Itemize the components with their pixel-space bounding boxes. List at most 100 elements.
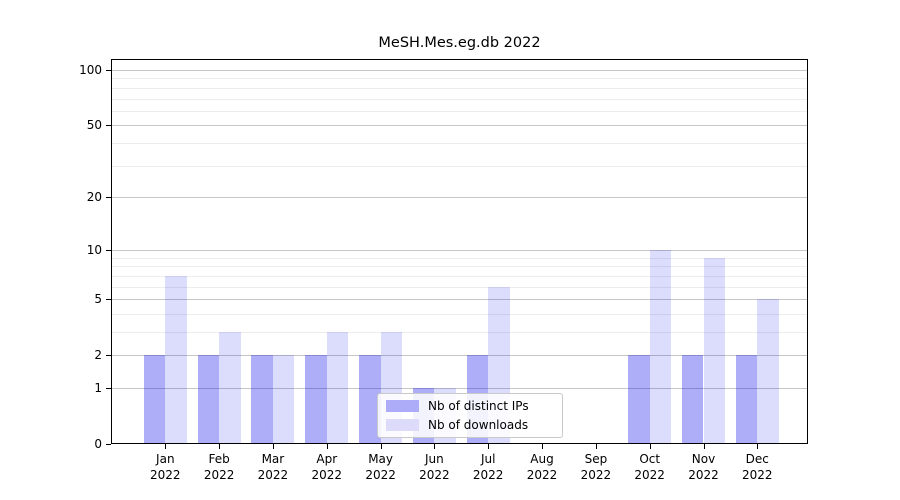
x-tick-month: Mar	[261, 452, 285, 466]
x-tick-year: 2022	[311, 468, 343, 482]
x-tick-month: Apr	[316, 452, 338, 466]
gridline-major	[111, 355, 808, 357]
bar-downloads-Mar	[272, 355, 295, 444]
bar-distinct-ips-Nov	[681, 355, 704, 444]
gridline-major	[111, 388, 808, 390]
bar-downloads-Jan	[165, 275, 187, 444]
gridline-major	[111, 249, 808, 251]
legend-label-downloads: Nb of downloads	[428, 418, 529, 432]
x-tick-mark	[380, 444, 382, 449]
bar-distinct-ips-May	[359, 355, 381, 444]
x-tick-label-Dec: Dec 2022	[730, 451, 784, 483]
y-tick-mark	[106, 70, 111, 71]
x-tick-year: 2022	[580, 468, 612, 482]
x-tick-mark	[649, 444, 651, 449]
x-tick-label-Jun: Jun 2022	[407, 451, 461, 483]
x-tick-mark	[488, 444, 490, 449]
x-tick-mark	[434, 444, 436, 449]
bar-downloads-Feb	[219, 331, 241, 444]
gridline-minor	[111, 266, 808, 268]
y-tick-label: 1	[94, 381, 102, 396]
y-tick-mark	[106, 197, 111, 199]
gridline-major	[111, 197, 808, 199]
gridline-minor	[111, 275, 808, 277]
x-tick-year: 2022	[419, 468, 450, 482]
bar-downloads-Nov	[703, 257, 726, 444]
gridline-minor	[111, 110, 808, 112]
gridline-minor	[111, 331, 808, 333]
bar-distinct-ips-Feb	[197, 355, 220, 444]
x-tick-label-Oct: Oct 2022	[623, 451, 677, 483]
y-tick-mark	[106, 299, 111, 300]
x-tick-year: 2022	[688, 468, 719, 482]
y-tick-label: 20	[86, 190, 102, 205]
y-tick-label: 5	[94, 292, 102, 306]
x-tick-month: Feb	[208, 452, 230, 466]
x-tick-label-May: May 2022	[354, 451, 408, 483]
x-tick-year: 2022	[526, 468, 558, 482]
x-tick-year: 2022	[634, 468, 665, 482]
gridline-major	[111, 70, 808, 71]
legend-entry-downloads: Nb of downloads	[386, 418, 554, 433]
bar-downloads-Apr	[326, 331, 349, 444]
y-tick-label: 0	[94, 437, 102, 452]
x-tick-mark	[272, 444, 274, 449]
x-tick-label-Mar: Mar 2022	[246, 451, 300, 483]
x-tick-month: Dec	[745, 452, 769, 466]
x-tick-label-Aug: Aug 2022	[515, 451, 569, 483]
x-tick-mark	[165, 444, 167, 449]
x-tick-year: 2022	[472, 468, 504, 482]
y-tick-mark	[106, 388, 111, 390]
gridline-major	[111, 299, 808, 300]
legend: Nb of distinct IPs Nb of downloads	[377, 393, 563, 438]
gridline-minor	[111, 78, 808, 80]
bar-distinct-ips-Jan	[143, 355, 166, 444]
y-tick-mark	[106, 249, 111, 251]
x-tick-mark	[542, 444, 543, 449]
x-tick-label-Sep: Sep 2022	[569, 451, 623, 483]
gridline-minor	[111, 165, 808, 167]
gridline-minor	[111, 98, 808, 100]
y-tick-label: 50	[86, 118, 102, 133]
x-tick-month: Oct	[639, 452, 661, 466]
x-tick-year: 2022	[257, 468, 289, 482]
x-tick-year: 2022	[365, 468, 396, 482]
gridline-minor	[111, 313, 808, 315]
x-tick-month: Aug	[530, 452, 554, 466]
x-tick-label-Feb: Feb 2022	[192, 451, 246, 483]
gridline-major	[111, 125, 808, 127]
legend-entry-distinct-ips: Nb of distinct IPs	[386, 399, 554, 414]
x-tick-month: Sep	[584, 452, 608, 466]
bar-distinct-ips-Dec	[735, 355, 758, 444]
x-tick-mark	[326, 444, 328, 449]
x-tick-year: 2022	[150, 468, 181, 482]
x-tick-label-Nov: Nov 2022	[677, 451, 731, 483]
x-tick-label-Jul: Jul 2022	[461, 451, 515, 483]
x-tick-label-Apr: Apr 2022	[300, 451, 354, 483]
bar-downloads-Dec	[757, 299, 779, 444]
legend-swatch-distinct-ips	[386, 400, 419, 412]
y-tick-label: 100	[79, 63, 102, 77]
x-tick-mark	[219, 444, 221, 449]
bar-downloads-Oct	[649, 249, 672, 444]
gridline-minor	[111, 257, 808, 259]
x-tick-month: May	[368, 452, 393, 466]
legend-swatch-downloads	[386, 419, 419, 431]
x-tick-month: Jul	[480, 452, 496, 466]
y-tick-label: 2	[94, 348, 102, 363]
x-tick-month: Jan	[156, 452, 175, 466]
y-tick-label: 10	[86, 242, 102, 257]
y-tick-mark	[106, 355, 111, 357]
gridline-minor	[111, 143, 808, 145]
x-tick-label-Jan: Jan 2022	[138, 451, 192, 483]
bar-distinct-ips-Oct	[628, 355, 650, 444]
y-tick-mark	[106, 125, 111, 127]
y-tick-mark	[106, 444, 111, 446]
chart-title: MeSH.Mes.eg.db 2022	[378, 35, 541, 51]
x-tick-mark	[595, 444, 597, 449]
legend-label-distinct-ips: Nb of distinct IPs	[428, 399, 529, 413]
bar-distinct-ips-Mar	[251, 355, 273, 444]
gridline-minor	[111, 87, 808, 89]
gridline-minor	[111, 286, 808, 288]
